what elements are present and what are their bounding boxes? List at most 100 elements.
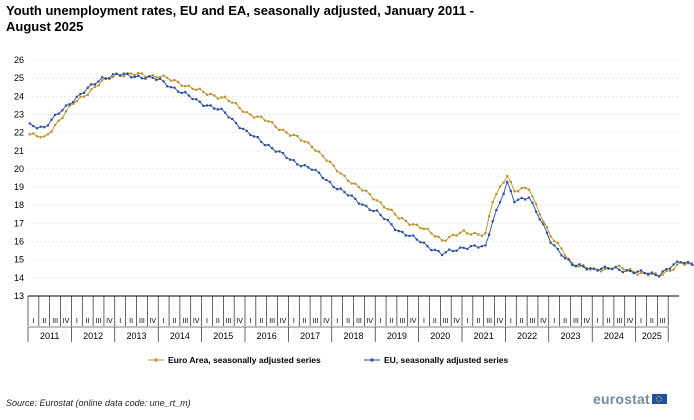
data-point [513,201,516,204]
quarter-label: I [553,318,555,325]
data-point [686,261,690,264]
data-point [683,263,686,266]
year-label: 2014 [170,331,190,341]
data-point [274,150,277,153]
series-lines [28,72,694,278]
data-point [350,194,353,197]
data-point [198,100,201,103]
data-point [35,127,39,130]
quarter-label: III [139,318,145,325]
quarter-label: IV [497,318,504,325]
data-point [256,136,259,139]
data-point [375,199,379,202]
data-point [278,150,281,153]
data-point [535,202,538,205]
data-point [647,272,650,275]
y-tick-label: 17 [14,218,24,228]
data-point [480,234,483,237]
data-point [437,235,440,238]
data-point [195,88,198,91]
data-point [459,231,462,234]
data-point [187,84,190,87]
data-point [368,208,371,211]
data-point [148,75,151,78]
data-point [209,104,212,107]
chart-title: Youth unemployment rates, EU and EA, sea… [6,3,474,34]
data-point [564,257,567,260]
data-point [292,133,295,136]
data-point [542,223,545,226]
data-point [227,99,230,103]
data-point [484,232,487,235]
data-point [621,271,624,274]
quarter-label: II [42,318,46,325]
data-point [177,90,180,93]
legend-swatch-marker [154,358,158,362]
data-point [455,234,458,237]
data-point [672,263,675,266]
data-point [238,127,241,130]
data-point [625,269,628,272]
data-point [336,188,339,191]
y-tick-label: 24 [14,91,24,101]
quarter-label: I [76,318,78,325]
data-point [408,234,411,237]
data-point [545,226,549,229]
legend-label: EU, seasonally adjusted series [384,355,509,365]
y-tick-label: 25 [14,73,24,83]
data-point [64,110,68,113]
data-point [658,275,661,278]
data-point [498,201,502,204]
data-point [433,248,436,251]
data-point [509,189,512,193]
data-point [560,254,563,257]
data-point [650,271,653,274]
quarter-label: IV [366,318,373,325]
quarter-label: III [269,318,275,325]
data-point [488,215,491,218]
data-point [350,182,353,185]
data-point [336,170,339,173]
quarter-label: II [476,318,480,325]
data-point [506,180,509,183]
data-point [133,75,136,79]
data-point [386,208,389,211]
data-point [43,126,46,129]
quarter-label: II [390,318,394,325]
data-point [162,74,165,77]
data-point [412,223,415,226]
data-point [372,198,375,201]
data-point [321,154,324,158]
data-point [404,219,407,223]
data-point [281,128,285,131]
data-point [271,121,274,124]
data-point [224,111,227,114]
data-point [571,264,574,267]
data-point [592,267,596,270]
year-label: 2016 [257,331,277,341]
quarter-label: IV [323,318,330,325]
data-point [303,140,306,143]
data-point [397,230,400,233]
data-point [538,213,541,216]
data-point [582,265,585,268]
data-point [205,93,209,96]
data-point [111,73,115,76]
data-point [260,115,263,118]
data-point [281,152,285,155]
data-point [32,132,35,135]
data-point [549,235,552,238]
eu-markers [28,72,693,278]
data-point [245,111,248,114]
data-point [213,107,216,110]
data-point [166,76,169,79]
data-point [589,268,592,271]
data-point [502,192,505,195]
legend: Euro Area, seasonally adjusted series EU,… [148,355,509,365]
data-point [126,72,129,76]
data-point [365,189,368,192]
year-label: 2025 [642,331,662,341]
data-point [61,116,64,119]
y-tick-label: 20 [14,164,24,174]
quarter-label: IV [193,318,200,325]
